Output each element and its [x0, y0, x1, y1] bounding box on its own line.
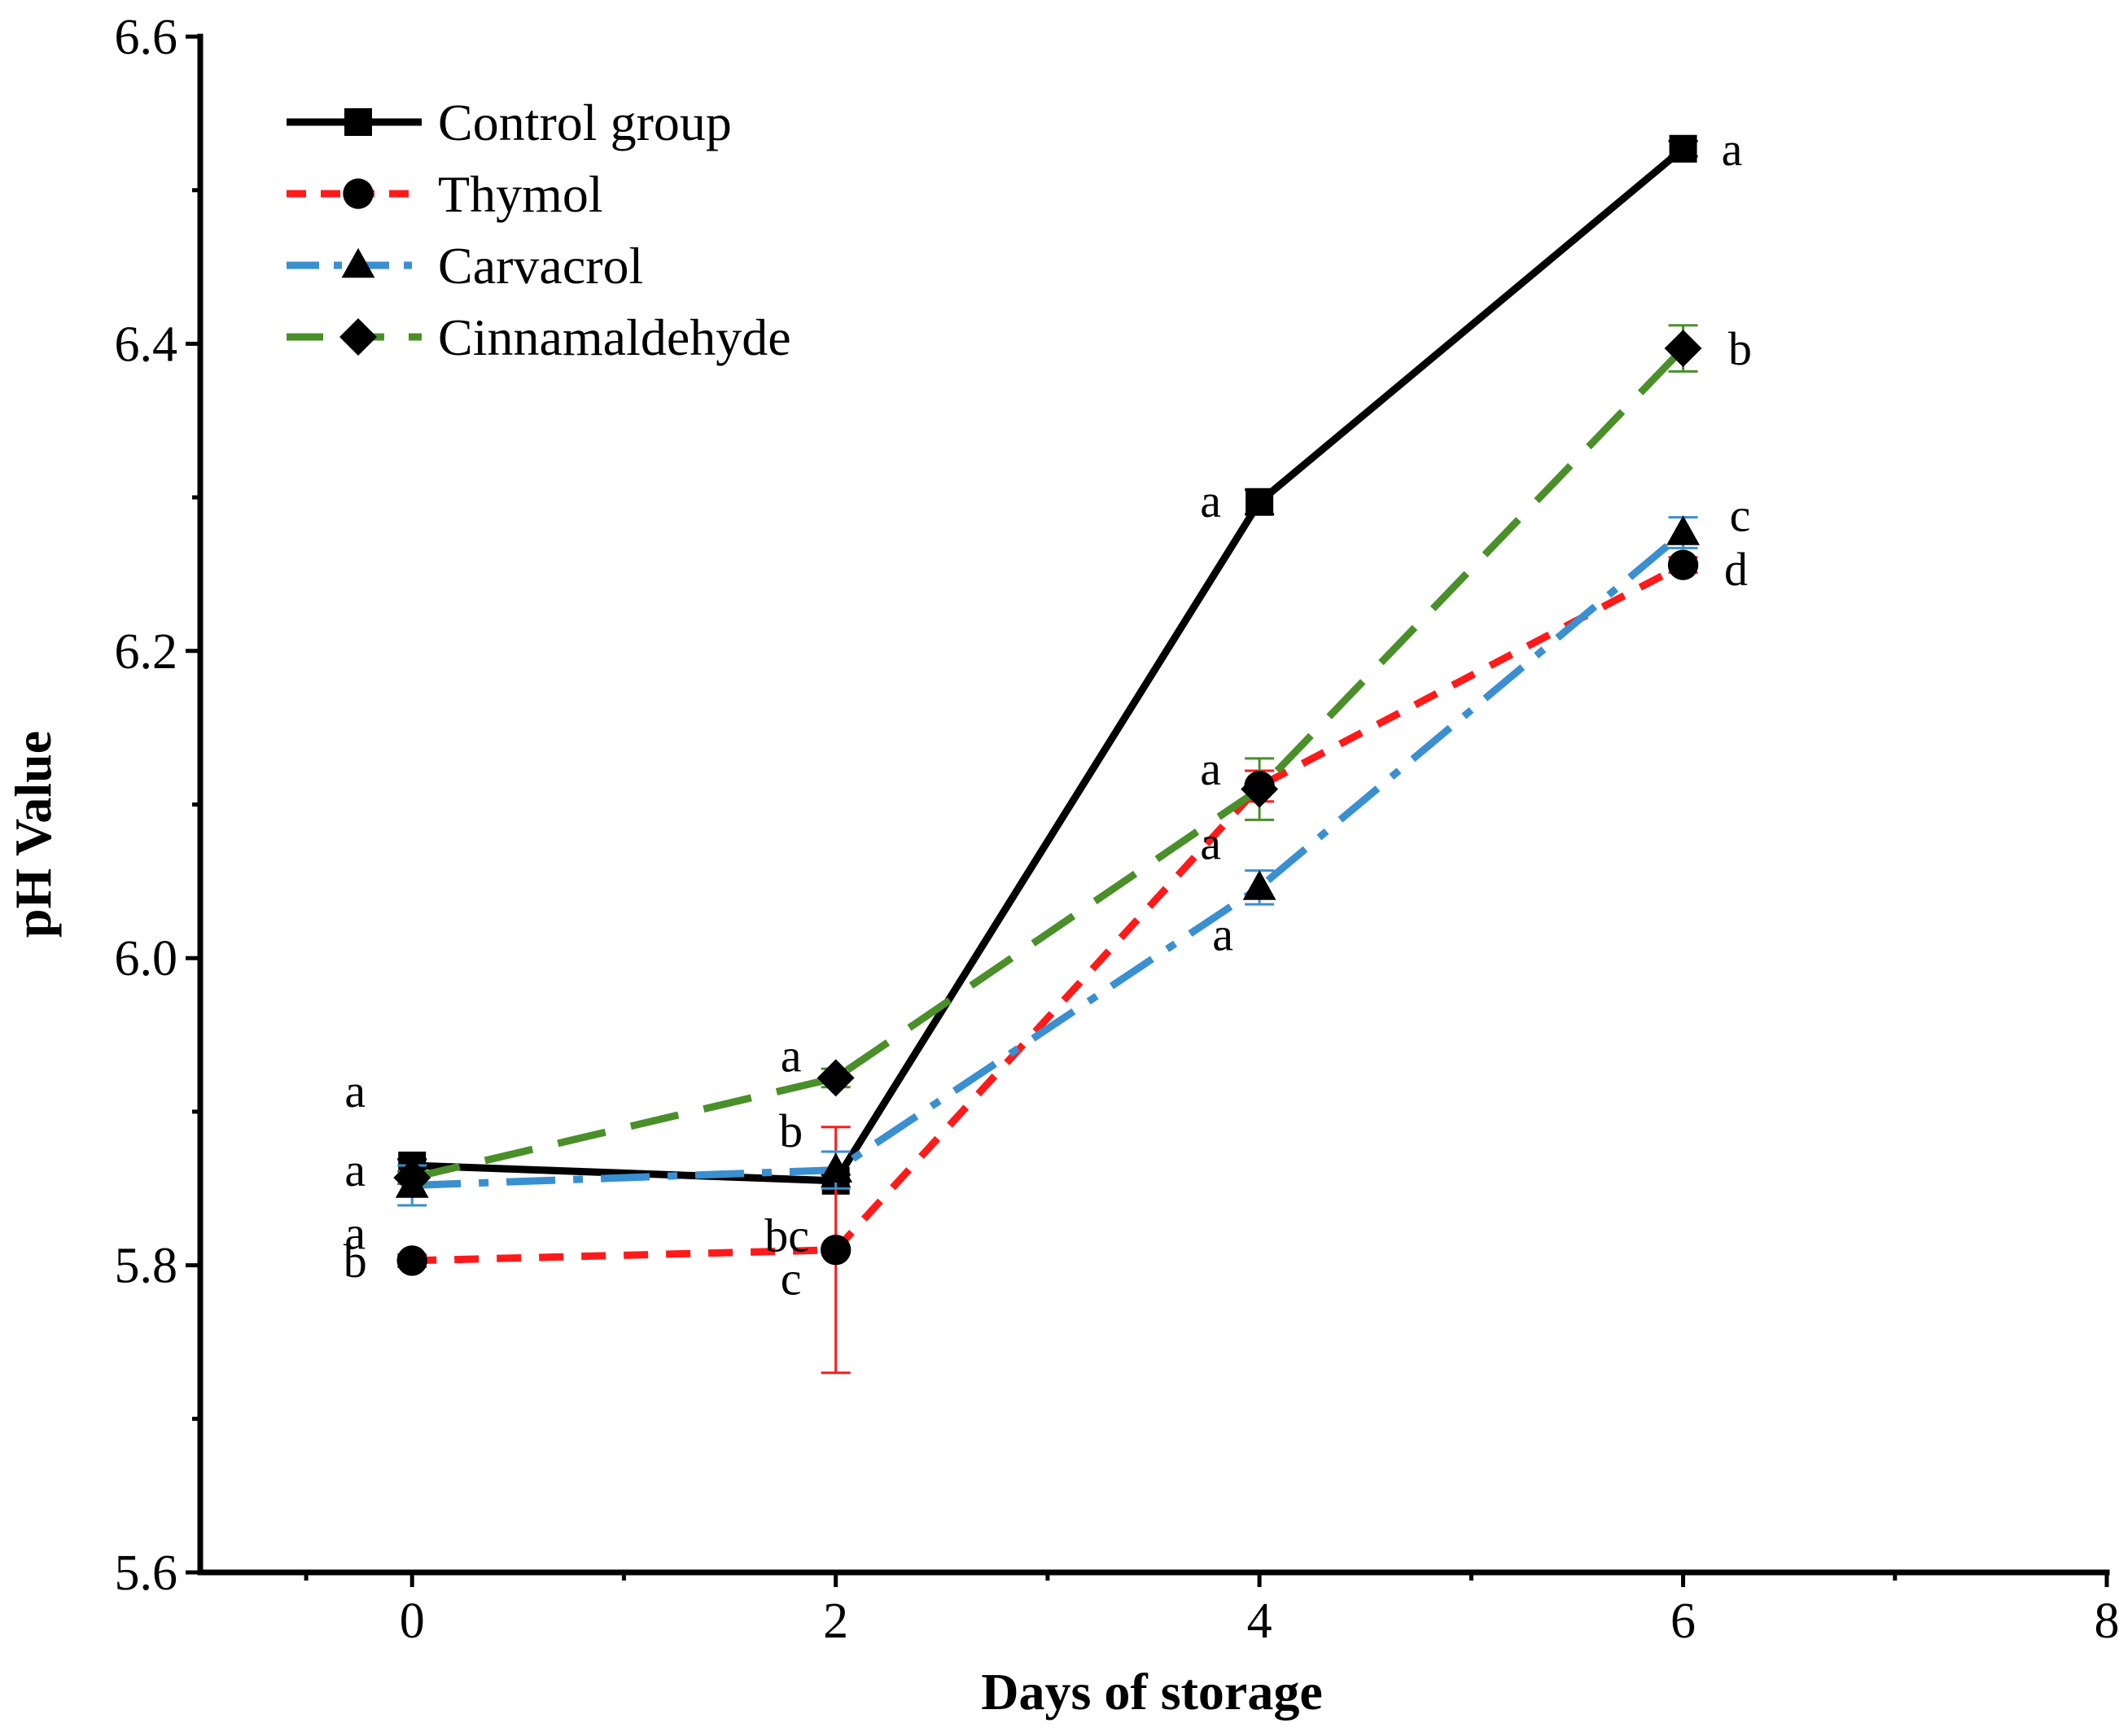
y-tick-label: 6.4 [115, 317, 178, 372]
data-point-marker [1669, 134, 1697, 163]
x-tick-label: 2 [823, 1594, 848, 1649]
legend-label: Thymol [438, 165, 603, 223]
y-tick-label: 5.8 [115, 1239, 178, 1294]
series-cinnamaldehyde [393, 324, 1702, 1196]
series-line [412, 562, 1685, 1265]
legend-entry-carvacrol: Carvacrol [287, 237, 643, 295]
legend-label: Cinnamaldehyde [438, 308, 791, 366]
significance-label: b [779, 1104, 803, 1157]
data-point-marker [1667, 549, 1699, 580]
significance-label: a [1722, 123, 1743, 176]
significance-label: a [781, 1029, 802, 1082]
series-thymol [396, 549, 1699, 1375]
significance-label: a [344, 1143, 366, 1196]
legend-label: Carvacrol [438, 237, 643, 295]
ticks: 5.6 5.8 6.0 6.2 6.4 6.6 0 2 4 6 8 [115, 10, 2119, 1649]
y-tick-label: 6.2 [115, 624, 178, 680]
x-tick-label: 8 [2095, 1594, 2119, 1649]
significance-label: a [1200, 474, 1221, 527]
data-point-marker [396, 1245, 427, 1276]
series-line [412, 146, 1686, 1185]
x-tick-label: 6 [1670, 1594, 1696, 1649]
x-tick-label: 0 [400, 1594, 425, 1649]
data-point-marker [393, 1159, 431, 1196]
series-line [411, 345, 1686, 1182]
legend-entry-cinnamaldehyde: Cinnamaldehyde [287, 308, 791, 366]
x-axis-title: Days of storage [981, 1663, 1322, 1721]
series-line [412, 530, 1686, 1189]
data-point-marker [1242, 870, 1276, 900]
x-tick-label: 4 [1247, 1594, 1272, 1649]
significance-label: bc [764, 1209, 809, 1262]
legend-label: Control group [438, 94, 732, 151]
y-tick-label: 5.6 [115, 1546, 178, 1601]
data-point-marker [1666, 515, 1700, 545]
legend-entry-control-group: Control group [287, 94, 732, 151]
y-axis-title: pH Value [4, 731, 62, 938]
data-point-marker [820, 1235, 852, 1266]
significance-label: b [1728, 322, 1752, 375]
legend-marker [339, 318, 377, 356]
significance-label: c [781, 1253, 802, 1305]
legend-entry-thymol: Thymol [287, 165, 603, 223]
significance-label: c [1730, 489, 1751, 542]
legend-marker [341, 247, 375, 278]
series-carvacrol [395, 515, 1700, 1207]
significance-label: a [344, 1065, 366, 1117]
significance-label: a [1212, 907, 1233, 960]
y-tick-label: 6.0 [115, 931, 178, 986]
legend-marker [344, 108, 372, 136]
legend-marker [343, 178, 374, 209]
data-point-marker [817, 1059, 855, 1097]
data-point-marker [1246, 488, 1274, 516]
y-tick-label: 6.6 [115, 10, 178, 65]
significance-label: a [1200, 742, 1221, 795]
data-point-marker [819, 1152, 853, 1183]
significance-label: b [344, 1235, 367, 1288]
data-point-marker [1241, 770, 1279, 808]
significance-label: d [1724, 543, 1748, 596]
data-point-marker [1664, 330, 1702, 368]
significance-label: a [344, 1206, 366, 1259]
legend: Control group Thymol Carvacrol Cinnamaldehy… [287, 94, 791, 366]
significance-label: a [1200, 817, 1221, 870]
series-layer [393, 134, 1702, 1375]
